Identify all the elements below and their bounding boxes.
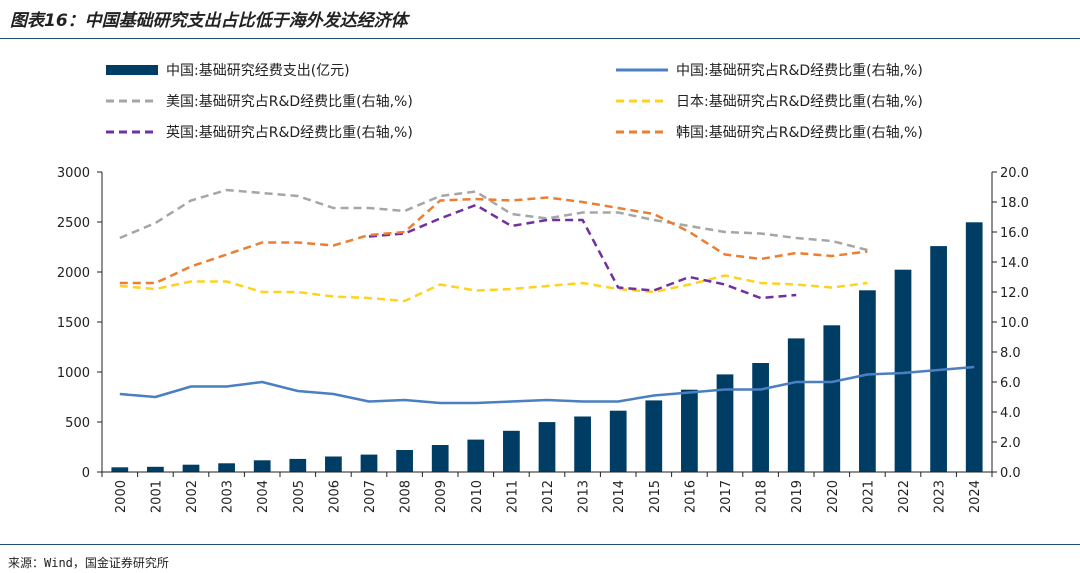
x-tick-label: 2009 [434,480,449,513]
x-tick-label: 2016 [683,480,698,513]
legend-label: 中国:基础研究占R&D经费比重(右轴,%) [676,62,923,79]
bar [111,467,129,472]
left-tick-label: 1000 [57,366,90,381]
legend-label: 日本:基础研究占R&D经费比重(右轴,%) [676,93,923,110]
x-tick-label: 2007 [363,480,378,513]
source-note: 来源：Wind，国金证券研究所 [8,556,169,570]
x-tick-label: 2020 [826,480,841,513]
x-tick-label: 2017 [719,480,734,513]
left-tick-label: 2500 [57,216,90,231]
axes: 0 500 1000 1500 2000 2500 3000 0.0 2.0 4.0 6.0 8.0 1… [57,166,1029,513]
x-tick-label: 2011 [505,480,520,513]
right-tick-label: 8.0 [1000,346,1021,361]
bar [325,456,342,472]
bar [823,325,841,472]
x-tick-label: 2001 [149,480,164,513]
x-tick-label: 2002 [185,480,200,513]
left-tick-label: 0 [82,466,90,481]
right-tick-label: 2.0 [1000,436,1021,451]
x-tick-label: 2003 [221,480,236,513]
bar [681,389,698,472]
bar [289,458,307,472]
bar [253,460,271,472]
x-tick-label: 2014 [612,480,627,513]
x-tick-label: 2005 [292,480,307,513]
bar [182,464,200,472]
right-tick-label: 18.0 [1000,196,1029,211]
right-tick-label: 14.0 [1000,256,1029,271]
x-tick-label: 2010 [470,480,485,513]
left-tick-label: 500 [65,416,90,431]
legend-item: 英国:基础研究占R&D经费比重(右轴,%) [106,124,413,141]
x-tick-label: 2004 [256,480,271,513]
right-tick-label: 16.0 [1000,226,1029,241]
legend-item: 中国:基础研究经费支出(亿元) [106,62,350,79]
bar [894,269,912,472]
series-line-korea [119,196,868,285]
bar [752,363,769,472]
bar [503,430,520,472]
bar [218,463,235,472]
bar [609,410,627,472]
bar [147,466,164,472]
bar [360,454,378,472]
right-tick-label: 0.0 [1000,466,1021,481]
title-divider [0,38,1080,39]
left-tick-label: 2000 [57,266,90,281]
bar [396,450,413,472]
legend-item: 中国:基础研究占R&D经费比重(右轴,%) [616,62,923,79]
series-line-usa [119,188,868,252]
legend-item: 韩国:基础研究占R&D经费比重(右轴,%) [616,124,923,141]
bar [716,374,734,472]
x-tick-label: 2013 [577,480,592,513]
x-tick-label: 2015 [648,480,663,513]
right-tick-label: 12.0 [1000,286,1029,301]
series-line-uk [368,203,797,300]
legend-label: 美国:基础研究占R&D经费比重(右轴,%) [166,93,413,110]
bar [930,246,947,472]
left-tick-label: 1500 [57,316,90,331]
bar [859,290,876,472]
bar [431,445,449,472]
legend-label: 中国:基础研究经费支出(亿元) [166,62,350,79]
legend: 中国:基础研究经费支出(亿元) 中国:基础研究占R&D经费比重(右轴,%) 美国:基… [106,62,923,141]
legend-label: 韩国:基础研究占R&D经费比重(右轴,%) [676,124,923,141]
x-tick-label: 2024 [968,480,983,513]
bar [787,338,805,472]
x-tick-label: 2022 [897,480,912,513]
x-tick-label: 2019 [790,480,805,513]
legend-item: 日本:基础研究占R&D经费比重(右轴,%) [616,93,923,110]
x-tick-label: 2000 [114,480,129,513]
x-tick-label: 2008 [399,480,414,513]
x-tick-label: 2023 [933,480,948,513]
chart-title: 图表16：中国基础研究支出占比低于海外发达经济体 [10,11,408,31]
x-tick-label: 2006 [327,480,342,513]
left-tick-label: 3000 [57,166,90,181]
line-series [119,188,975,405]
series-line-china_line [119,365,975,405]
x-tick-label: 2012 [541,480,556,513]
x-tick-label: 2018 [755,480,770,513]
bar-series [111,222,983,472]
bar [538,422,556,472]
legend-label: 英国:基础研究占R&D经费比重(右轴,%) [166,124,413,141]
right-tick-label: 10.0 [1000,316,1029,331]
right-tick-label: 20.0 [1000,166,1029,181]
legend-swatch [106,65,158,75]
right-tick-label: 6.0 [1000,376,1021,391]
bar [645,400,663,472]
bar [574,416,591,472]
right-tick-label: 4.0 [1000,406,1021,421]
footer-divider [0,544,1080,545]
x-tick-label: 2021 [861,480,876,513]
bar [965,222,983,472]
legend-item: 美国:基础研究占R&D经费比重(右轴,%) [106,93,413,110]
bar [467,439,485,472]
series-line-japan [119,274,868,303]
